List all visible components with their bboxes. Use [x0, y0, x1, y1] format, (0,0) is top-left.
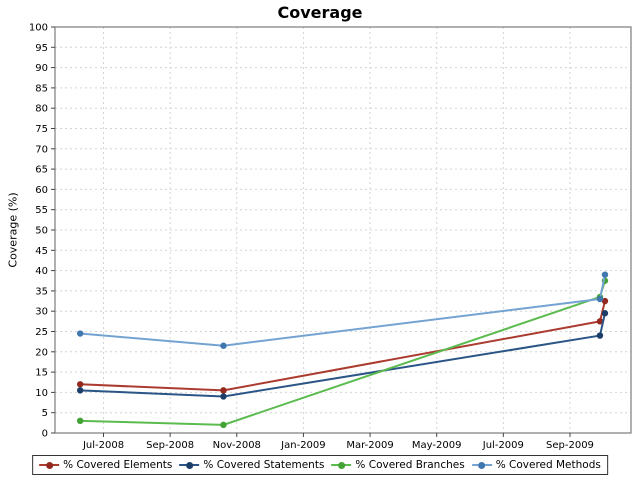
- y-tick-label: 75: [35, 124, 48, 135]
- legend-marker-icon: [39, 461, 60, 469]
- y-tick-label: 95: [35, 43, 48, 54]
- y-tick-label: 40: [35, 266, 48, 277]
- data-point: [596, 318, 604, 325]
- legend-label: % Covered Elements: [63, 459, 173, 471]
- y-tick-label: 85: [35, 83, 48, 94]
- y-tick-label: 0: [42, 429, 48, 440]
- legend-item-0: % Covered Elements: [39, 459, 172, 471]
- legend-marker-icon: [179, 461, 200, 469]
- data-point: [220, 421, 227, 429]
- legend-label: % Covered Methods: [495, 459, 601, 471]
- x-tick-label: Jul-2008: [82, 440, 124, 451]
- legend-dot: [478, 461, 486, 469]
- y-tick-label: 15: [35, 368, 48, 379]
- y-tick-label: 30: [35, 307, 48, 318]
- y-tick-label: 35: [35, 286, 48, 297]
- y-tick-label: 50: [35, 226, 48, 237]
- legend-dot: [337, 461, 345, 469]
- y-tick-label: 45: [35, 246, 48, 257]
- y-tick-label: 65: [35, 165, 48, 176]
- x-tick-label: Mar-2009: [346, 440, 393, 451]
- legend-item-2: % Covered Branches: [331, 459, 465, 471]
- legend-marker-icon: [471, 461, 492, 469]
- data-point: [601, 297, 609, 305]
- x-tick-label: Jul-2009: [482, 440, 524, 451]
- x-tick-label: Sep-2009: [546, 440, 594, 451]
- legend-marker-icon: [331, 461, 352, 469]
- data-point: [596, 295, 604, 303]
- y-tick-label: 10: [35, 388, 48, 399]
- legend-item-1: % Covered Statements: [179, 459, 324, 471]
- x-tick-label: Sep-2008: [146, 440, 194, 451]
- data-point: [601, 271, 609, 278]
- y-tick-label: 70: [35, 144, 48, 155]
- x-tick-label: Jan-2009: [280, 440, 325, 451]
- y-tick-label: 55: [35, 205, 48, 216]
- data-point: [220, 342, 227, 349]
- legend-item-3: % Covered Methods: [471, 459, 601, 471]
- data-point: [596, 332, 604, 339]
- chart-title: Coverage: [277, 3, 363, 22]
- y-tick-label: 80: [35, 104, 48, 115]
- data-point: [601, 310, 609, 317]
- x-tick-label: Nov-2008: [213, 440, 261, 451]
- legend-dot: [45, 461, 53, 469]
- x-tick-label: May-2009: [412, 440, 462, 451]
- y-tick-label: 100: [29, 23, 48, 34]
- data-point: [76, 417, 84, 425]
- y-tick-label: 25: [35, 327, 48, 338]
- data-point: [76, 381, 84, 388]
- series-line-2: [80, 280, 606, 426]
- plot-area: 0 5 10 15 20 25 30 35 40 45 50 55 60 65 70 75 80 85 90 95 10…: [29, 23, 632, 451]
- chart-legend: % Covered Elements % Covered Statements % …: [32, 455, 608, 475]
- legend-label: % Covered Branches: [355, 459, 465, 471]
- legend-dot: [185, 461, 193, 469]
- series-line-3: [80, 274, 606, 347]
- data-point: [220, 387, 227, 394]
- series-line-1: [80, 313, 606, 398]
- data-point: [76, 387, 84, 394]
- series-line-0: [80, 300, 606, 392]
- y-tick-label: 20: [35, 347, 48, 358]
- data-point: [220, 393, 227, 400]
- y-tick-label: 90: [35, 63, 48, 74]
- data-point: [76, 330, 84, 337]
- y-tick-label: 60: [35, 185, 48, 196]
- y-tick-label: 5: [42, 408, 48, 419]
- legend-label: % Covered Statements: [203, 459, 325, 471]
